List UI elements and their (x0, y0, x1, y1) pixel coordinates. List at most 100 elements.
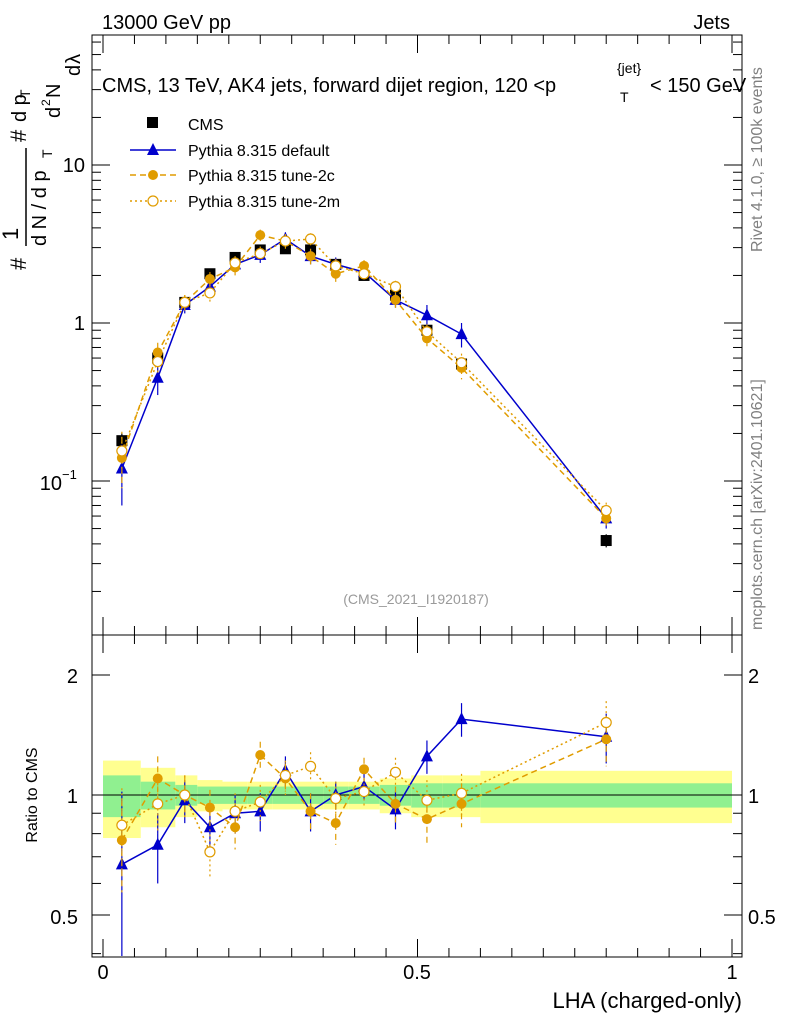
ratio-point (420, 749, 433, 762)
x-tick-label-0: 0 (97, 962, 108, 984)
ratio-point (151, 837, 164, 850)
ratio-point (204, 802, 215, 813)
category-label: Jets (693, 12, 730, 34)
data-point (600, 535, 612, 547)
mcplots-credit-label: mcplots.cern.ch [arXiv:2401.10621] (749, 379, 766, 630)
data-point (455, 357, 468, 369)
ratio-point (229, 805, 241, 817)
ratio-point (304, 760, 317, 772)
ratio-point (455, 712, 468, 725)
ratio-point (358, 785, 370, 798)
data-point (389, 280, 402, 293)
ratio-point (152, 798, 164, 810)
ratio-point (421, 794, 433, 806)
ratio-line-pythia-8-315-tune-2c (121, 738, 607, 841)
ratio-point (116, 835, 127, 846)
x-tick-label-0.5: 0.5 (403, 962, 431, 984)
y-tick-label-0.1-base: 10 (40, 473, 62, 495)
ratio-tick-label-0.5-right: 0.5 (748, 907, 776, 929)
plot-title-sub: T (620, 89, 629, 105)
ratio-tick-label-1: 1 (67, 786, 78, 808)
y-title-d2n: d (43, 107, 65, 118)
energy-label: 13000 GeV pp (102, 12, 231, 34)
data-point (390, 294, 401, 305)
data-point (116, 445, 128, 457)
data-point (330, 268, 341, 279)
data-point (359, 260, 370, 271)
legend-marker-tune-2c (148, 170, 158, 180)
data-point (600, 504, 612, 517)
ratio-tick-label-1-right: 1 (748, 786, 759, 808)
y-axis-title: # 1 d N / d p T # d p T d 2 N d λ (0, 54, 85, 270)
ratio-tick-label-0.5: 0.5 (50, 907, 78, 929)
data-point (455, 327, 468, 340)
ratio-point (390, 798, 401, 809)
data-point (255, 230, 266, 241)
axis-ticks (92, 35, 742, 957)
ratio-point (455, 787, 468, 799)
y-title-d2n-sup: 2 (39, 99, 53, 106)
data-point (151, 370, 164, 383)
analysis-id: (CMS_2021_I1920187) (343, 591, 489, 607)
y-title-dlambda-end: λ (63, 54, 85, 64)
legend-label-tune-2c: Pythia 8.315 tune-2c (188, 168, 335, 185)
y-title-d2n-end: N (43, 84, 65, 98)
legend: CMS Pythia 8.315 default Pythia 8.315 tu… (130, 117, 340, 211)
data-point (204, 273, 215, 284)
data-point (152, 355, 164, 368)
ratio-point (204, 846, 216, 858)
ratio-point (600, 716, 612, 729)
ratio-point (116, 819, 128, 831)
ratio-point (389, 766, 402, 778)
plot-title-end: < 150 GeV (650, 75, 747, 97)
legend-label-cms: CMS (188, 117, 224, 134)
plot-title-main: CMS, 13 TeV, AK4 jets, forward dijet reg… (102, 75, 556, 97)
x-axis-title: LHA (charged-only) (552, 988, 742, 1013)
data-point (420, 308, 433, 321)
y-title-dpt: d p (9, 94, 31, 122)
data-point (279, 235, 292, 247)
ratio-line-pythia-8-315-tune-2m (121, 721, 607, 854)
legend-marker-cms (147, 117, 158, 128)
data-point (204, 287, 216, 299)
y-title-dpt-sub: T (17, 89, 33, 98)
ratio-tick-label-2-right: 2 (748, 666, 759, 688)
ratio-point (421, 814, 432, 825)
data-series (115, 229, 613, 956)
data-point (304, 233, 317, 245)
ratio-point (254, 796, 266, 808)
legend-label-default: Pythia 8.315 default (188, 143, 330, 160)
ratio-point (330, 818, 341, 829)
ratio-point (230, 822, 241, 833)
data-point (152, 347, 163, 358)
ratio-point (203, 820, 216, 833)
ratio-point (279, 769, 292, 781)
y-tick-label-0.1-exp: −1 (62, 467, 77, 482)
y-title-dndpt-sub: T (39, 149, 55, 158)
ratio-point (255, 749, 266, 760)
data-point (254, 247, 266, 260)
x-tick-label-1: 1 (726, 962, 737, 984)
ratio-axis-title: Ratio to CMS (24, 747, 41, 842)
ratio-point (305, 806, 316, 817)
legend-marker-tune-2m (147, 195, 159, 207)
data-point (421, 326, 433, 338)
y-title-dlambda: d (63, 65, 85, 76)
y-title-hash: # (6, 257, 31, 270)
ratio-tick-label-2: 2 (67, 666, 78, 688)
plot-title-sup: {jet} (617, 60, 641, 76)
y-tick-label-10: 10 (63, 155, 85, 177)
ratio-point (359, 764, 370, 775)
y-title-one: 1 (0, 228, 23, 240)
y-tick-label-1: 1 (74, 313, 85, 335)
legend-marker-default (147, 143, 159, 155)
ratio-point (179, 789, 191, 801)
data-point (358, 268, 370, 280)
data-point (229, 257, 241, 269)
ratio-point (601, 734, 612, 745)
rivet-version-label: Rivet 4.1.0, ≥ 100k events (749, 67, 766, 252)
ratio-point (330, 792, 342, 805)
data-point (305, 251, 316, 262)
legend-label-tune-2m: Pythia 8.315 tune-2m (188, 194, 340, 211)
